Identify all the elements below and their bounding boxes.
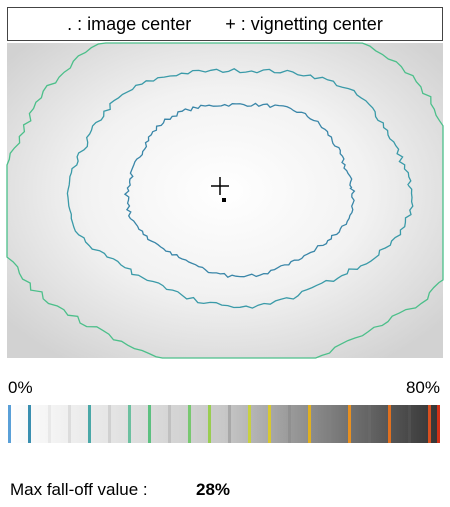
scale-stripe xyxy=(248,405,251,443)
result-label: Max fall-off value : xyxy=(10,480,148,499)
color-scale xyxy=(7,405,440,443)
scale-stripe xyxy=(388,405,391,443)
scale-min-label: 0% xyxy=(8,378,33,397)
result-value: 28% xyxy=(196,480,231,499)
scale-stripe xyxy=(48,405,51,443)
scale-stripe xyxy=(368,405,371,443)
scale-stripe xyxy=(437,405,440,443)
scale-stripe xyxy=(108,405,111,443)
scale-stripe xyxy=(188,405,191,443)
scale-stripe xyxy=(228,405,231,443)
scale-stripe xyxy=(288,405,291,443)
scale-stripe xyxy=(8,405,11,443)
scale-stripe xyxy=(68,405,71,443)
scale-stripe xyxy=(348,405,351,443)
scale-stripe xyxy=(128,405,131,443)
scale-stripe xyxy=(168,405,171,443)
scale-stripe xyxy=(208,405,211,443)
legend-vignetting-center: + : vignetting center xyxy=(225,13,383,34)
scale-stripe xyxy=(88,405,91,443)
contour-line xyxy=(66,68,414,309)
scale-stripe xyxy=(28,405,31,443)
vignetting-center-marker xyxy=(211,177,229,195)
contour-line xyxy=(123,102,356,278)
scale-stripe xyxy=(268,405,271,443)
scale-stripe xyxy=(328,405,331,443)
scale-stripe xyxy=(148,405,151,443)
scale-stripe xyxy=(428,405,431,443)
color-scale-stripes xyxy=(8,405,440,443)
legend: . : image center + : vignetting center xyxy=(7,7,443,41)
scale-max-label: 80% xyxy=(405,378,440,397)
contour-line xyxy=(6,42,444,359)
legend-image-center: . : image center xyxy=(67,13,192,34)
scale-stripe xyxy=(408,405,411,443)
image-center-marker xyxy=(222,198,226,202)
scale-stripe xyxy=(308,405,311,443)
contours xyxy=(6,42,444,359)
